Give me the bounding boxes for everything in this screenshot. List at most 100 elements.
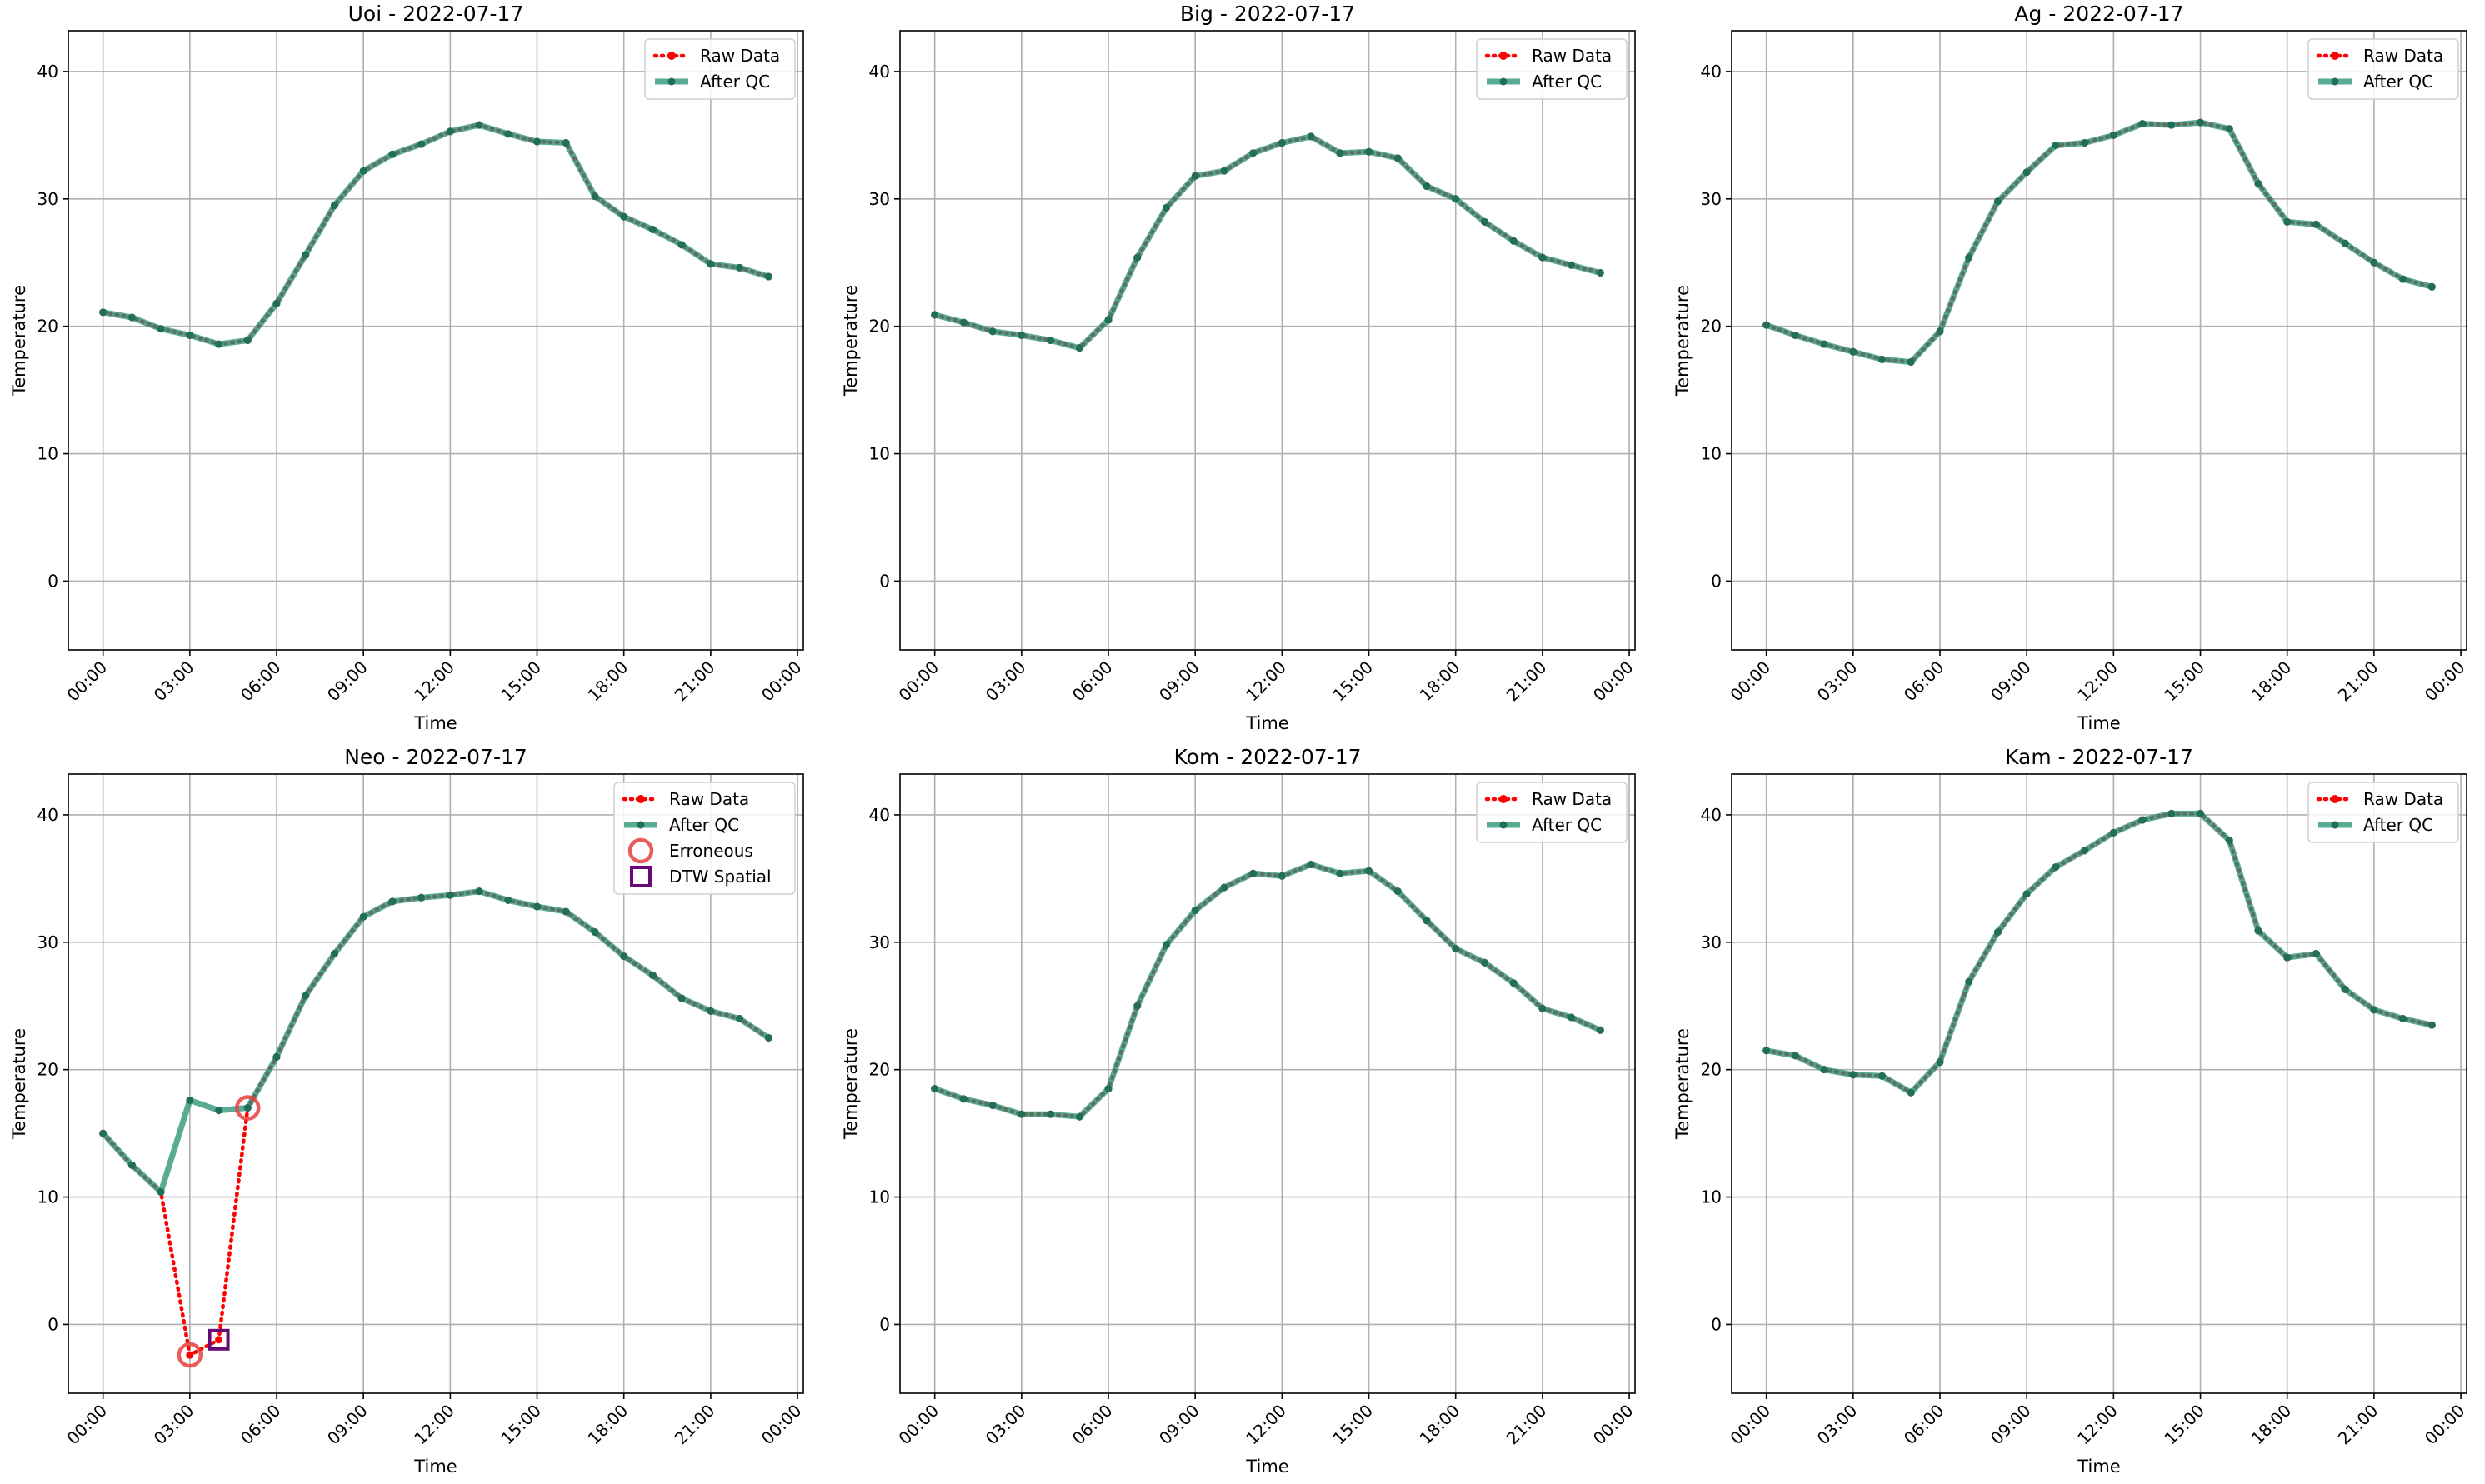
after-qc-point [707, 260, 715, 268]
after-qc-point [359, 912, 368, 921]
after-qc-point [2109, 131, 2118, 139]
x-tick-label: 18:00 [584, 657, 632, 706]
after-qc-point [1047, 337, 1055, 344]
after-qc-point [1480, 958, 1488, 967]
after-qc-point [988, 1101, 997, 1109]
after-qc-point [1965, 253, 1973, 262]
after-qc-point [2312, 220, 2320, 228]
after-qc-point [99, 1129, 108, 1137]
series-raw-data-line [932, 134, 1602, 351]
legend-label: Raw Data [700, 46, 780, 66]
panel-2: 00:00 03:00 06:00 09:00 12:00 15:00 18:00 21:00… [841, 2, 1638, 733]
x-tick-label: 15:00 [1328, 1401, 1377, 1449]
x-axis-label: Time [2077, 1457, 2120, 1477]
x-tick-label: 03:00 [1813, 657, 1862, 706]
y-axis-label: Temperature [9, 285, 29, 397]
after-qc-point [1596, 1026, 1604, 1034]
chart-title: Kam - 2022-07-17 [2005, 745, 2193, 769]
chart-title: Ag - 2022-07-17 [2014, 2, 2183, 26]
after-qc-point [2399, 1015, 2408, 1023]
x-axis-label: Time [2077, 713, 2120, 733]
chart-title: Kom - 2022-07-17 [1174, 745, 1362, 769]
after-qc-point [533, 137, 542, 146]
after-qc-point [388, 897, 397, 906]
axes-frame [899, 773, 1636, 1394]
after-qc-point [1365, 867, 1373, 875]
after-qc-point [1452, 944, 1460, 952]
y-axis-label: Temperature [841, 1028, 861, 1140]
legend-handle-qc-marker [637, 821, 645, 829]
series-after-qc-line [1765, 119, 2433, 365]
after-qc-point [2399, 275, 2408, 283]
after-qc-point [1878, 1072, 1887, 1080]
after-qc-point [736, 1015, 744, 1023]
x-tick-label: 06:00 [237, 1401, 285, 1449]
legend-handle-raw-marker [637, 795, 645, 803]
after-qc-point [2022, 168, 2031, 177]
panel-3: 00:00 03:00 06:00 09:00 12:00 15:00 18:00 21:00… [1672, 2, 2469, 733]
legend-handle-qc-marker [2331, 821, 2339, 829]
x-tick-label: 18:00 [584, 1401, 632, 1449]
after-qc-point [1936, 1058, 1944, 1067]
x-tick-label: 21:00 [2334, 1401, 2382, 1449]
after-qc-point [620, 952, 628, 961]
after-qc-point [591, 192, 599, 201]
axes-frame [1731, 30, 2468, 651]
after-qc-point [388, 150, 397, 158]
series-after-qc-line [102, 122, 770, 347]
after-qc-point [2312, 950, 2320, 958]
after-qc-point [1365, 147, 1373, 156]
raw-data-point [186, 1351, 194, 1359]
legend-handle-qc-marker [2331, 77, 2339, 86]
after-qc-point [533, 902, 542, 911]
x-tick-label: 00:00 [1589, 657, 1638, 706]
x-tick-label: 06:00 [1068, 657, 1117, 706]
after-qc-point [648, 225, 657, 233]
after-qc-point [99, 308, 108, 317]
after-qc-point [1849, 1071, 1858, 1079]
x-tick-label: 12:00 [410, 657, 458, 706]
y-tick-label: 0 [879, 1314, 890, 1334]
after-qc-point [1075, 1112, 1083, 1121]
x-tick-label: 21:00 [1502, 1401, 1551, 1449]
legend-label: After QC [2363, 72, 2433, 92]
legend: Raw Data After QC [1476, 38, 1628, 100]
after-qc-point [1249, 869, 1258, 877]
y-tick-label: 30 [869, 189, 890, 209]
after-qc-point [1820, 340, 1828, 348]
after-qc-point [1820, 1066, 1828, 1074]
after-qc-point [1249, 149, 1258, 157]
raw-data-point [215, 1336, 223, 1344]
x-tick-label: 15:00 [2160, 1401, 2208, 1449]
x-tick-label: 15:00 [497, 657, 545, 706]
y-tick-label: 20 [38, 1060, 58, 1080]
legend-label: Raw Data [669, 789, 749, 809]
series-after-qc-line [1766, 810, 2433, 1096]
series-after-qc-line [101, 888, 771, 1195]
x-tick-label: 15:00 [2160, 657, 2208, 706]
after-qc-point [2254, 927, 2262, 935]
x-tick-label: 00:00 [758, 657, 806, 706]
x-tick-label: 12:00 [2073, 1401, 2122, 1449]
panel-5: 00:00 03:00 06:00 09:00 12:00 15:00 18:00 21:00… [841, 745, 1638, 1477]
after-qc-point [1307, 861, 1315, 869]
after-qc-point [504, 130, 512, 138]
y-tick-label: 40 [869, 62, 890, 82]
after-qc-point [2341, 985, 2349, 993]
x-tick-label: 06:00 [237, 657, 285, 706]
x-tick-label: 18:00 [2248, 657, 2296, 706]
y-tick-label: 40 [869, 805, 890, 825]
panel-1: 00:00 03:00 06:00 09:00 12:00 15:00 18:00 21:00… [9, 2, 806, 733]
after-qc-point [678, 241, 686, 249]
after-qc-point [1993, 928, 2002, 937]
x-tick-label: 18:00 [1416, 657, 1464, 706]
y-tick-label: 10 [869, 1187, 890, 1207]
after-qc-point [591, 928, 599, 937]
legend-handle-erroneous [628, 837, 654, 864]
axes-frame [899, 30, 1636, 651]
erroneous-marker [235, 1095, 261, 1121]
after-qc-point [128, 1161, 136, 1169]
after-qc-point [959, 318, 968, 327]
y-tick-label: 10 [1701, 1187, 1722, 1207]
legend-label: Raw Data [1532, 46, 1612, 66]
